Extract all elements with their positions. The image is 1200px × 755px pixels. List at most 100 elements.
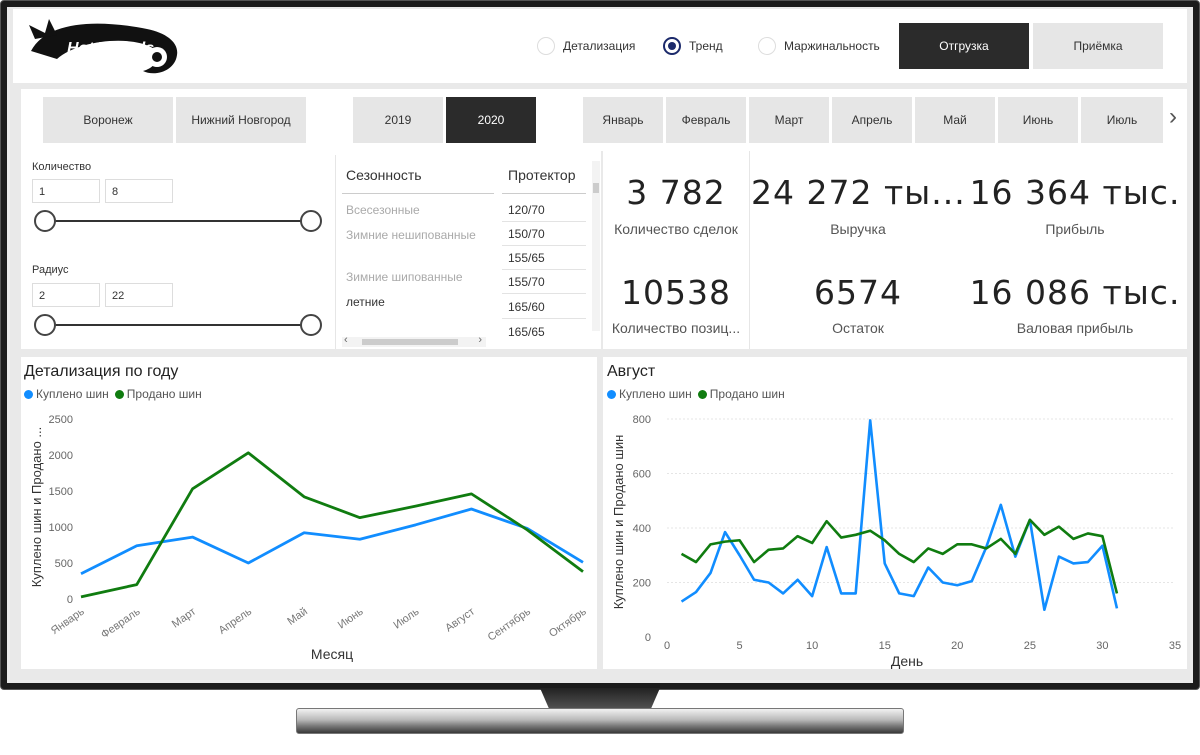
chart-yearly-svg: 0 500 1000 1500 2000 2500 Январь Февраль Март Апр…: [29, 414, 589, 662]
filter-bar: Воронеж Нижний Новгород 2019 2020 Январь…: [21, 89, 1187, 151]
x-axis-title: День: [891, 653, 923, 669]
quantity-max-input[interactable]: 8: [105, 179, 173, 203]
seasonality-item[interactable]: летние: [346, 295, 385, 309]
legend-bought[interactable]: Куплено шин: [24, 387, 109, 401]
x-tick-label: 15: [879, 640, 891, 652]
y-axis-title: Куплено шин и Продано шин: [611, 435, 626, 610]
x-tick-label: Январь: [49, 605, 87, 637]
scroll-left-icon[interactable]: ‹: [344, 334, 348, 346]
x-tick-label: Март: [170, 606, 198, 631]
month-may[interactable]: Май: [915, 97, 995, 143]
tread-header: Протектор: [508, 167, 576, 183]
view-option-trend[interactable]: Тренд: [663, 37, 723, 55]
city-voronezh[interactable]: Воронеж: [43, 97, 173, 143]
x-tick-label: 20: [951, 640, 963, 652]
tread-item[interactable]: 150/70: [508, 227, 545, 241]
tread-item[interactable]: 120/70: [508, 203, 545, 217]
scroll-right-icon[interactable]: ›: [478, 334, 482, 346]
y-tick-label: 400: [633, 523, 651, 535]
series-line-bought: [80, 507, 584, 576]
month-jun[interactable]: Июнь: [998, 97, 1078, 143]
quantity-slider-max-handle[interactable]: [300, 210, 322, 232]
tread-item[interactable]: 155/70: [508, 275, 545, 289]
kpi-revenue-value: 24 272 ты...: [751, 173, 966, 212]
monitor-stand-neck: [540, 688, 660, 710]
city-nizhny-novgorod[interactable]: Нижний Новгород: [176, 97, 306, 143]
chart-yearly-panel: Детализация по году Куплено шин Продано …: [21, 357, 597, 669]
series-line-bought: [680, 419, 1119, 612]
y-tick-label: 0: [645, 632, 651, 644]
header-bar: Hot Wheels Детализация Тренд Маржинально…: [13, 9, 1187, 83]
radius-slider-track[interactable]: [45, 324, 311, 326]
logo-text: Hot Wheels: [67, 40, 154, 57]
y-tick-label: 0: [67, 594, 73, 606]
y-tick-label: 600: [633, 469, 651, 481]
quantity-min-input[interactable]: 1: [32, 179, 100, 203]
view-option-detail[interactable]: Детализация: [537, 37, 635, 55]
legend-sold-label: Продано шин: [126, 387, 202, 401]
radio-trend[interactable]: [663, 37, 681, 55]
kpi-stock-label: Остаток: [832, 320, 884, 336]
shipment-button[interactable]: Отгрузка: [899, 23, 1029, 69]
y-tick-label: 1000: [49, 522, 73, 534]
x-tick-label: 5: [737, 640, 743, 652]
month-apr[interactable]: Апрель: [832, 97, 912, 143]
monitor-frame: Hot Wheels Детализация Тренд Маржинально…: [0, 0, 1200, 690]
chart-yearly-title: Детализация по году: [24, 363, 179, 380]
x-tick-label: Апрель: [217, 605, 255, 636]
y-tick-label: 2500: [49, 414, 73, 426]
y-tick-label: 2000: [49, 450, 73, 462]
x-tick-label: Октябрь: [547, 605, 589, 639]
x-tick-label: Май: [285, 606, 310, 628]
seasonality-item[interactable]: Зимние нешипованные: [346, 228, 476, 242]
table-horizontal-scrollbar[interactable]: ‹ ›: [342, 334, 486, 347]
x-tick-label: Июль: [392, 605, 422, 631]
chart-august-title: Август: [607, 363, 656, 380]
kpi-gross-profit-value: 16 086 тыс.: [969, 273, 1181, 312]
tread-item[interactable]: 165/65: [508, 325, 545, 339]
receipt-button[interactable]: Приёмка: [1033, 23, 1163, 69]
legend-bought-label: Куплено шин: [36, 387, 109, 401]
radio-margin[interactable]: [758, 37, 776, 55]
legend-sold-dot: [697, 389, 707, 399]
view-option-margin[interactable]: Маржинальность: [758, 37, 880, 55]
month-jan[interactable]: Январь: [583, 97, 663, 143]
tread-item[interactable]: 165/60: [508, 300, 545, 314]
radius-min-input[interactable]: 2: [32, 283, 100, 307]
legend-sold-label: Продано шин: [709, 387, 785, 401]
slicers-panel: Количество 1 8 Радиус 2 22 Сезонность Пр…: [21, 151, 601, 349]
x-tick-label: 0: [664, 640, 670, 652]
series-line-sold: [680, 518, 1119, 594]
month-mar[interactable]: Март: [749, 97, 829, 143]
month-feb[interactable]: Февраль: [666, 97, 746, 143]
legend-bought[interactable]: Куплено шин: [607, 387, 692, 401]
quantity-slider-track[interactable]: [45, 220, 311, 222]
hot-wheels-logo: Hot Wheels: [29, 19, 178, 74]
month-jul[interactable]: Июль: [1081, 97, 1163, 143]
radius-max-input[interactable]: 22: [105, 283, 173, 307]
radius-label: Радиус: [32, 264, 69, 276]
seasonality-item[interactable]: Зимние шипованные: [346, 270, 463, 284]
legend-sold[interactable]: Продано шин: [697, 387, 785, 401]
x-tick-label: Февраль: [99, 605, 143, 641]
x-tick-label: 10: [806, 640, 818, 652]
radio-detail[interactable]: [537, 37, 555, 55]
legend-bought-label: Куплено шин: [619, 387, 692, 401]
radius-slider-max-handle[interactable]: [300, 314, 322, 336]
quantity-slider-min-handle[interactable]: [34, 210, 56, 232]
chart-august-panel: Август Куплено шин Продано шин 0 200 400 60…: [603, 357, 1187, 669]
months-next-chevron-icon[interactable]: ›: [1169, 103, 1177, 130]
radius-slider-min-handle[interactable]: [34, 314, 56, 336]
tire-filter-table: Сезонность Протектор Всесезонные Зимние …: [335, 155, 605, 349]
kpi-panel: 3 782 Количество сделок 24 272 ты... Выр…: [603, 151, 1187, 349]
kpi-profit-value: 16 364 тыс.: [969, 173, 1181, 212]
tread-item[interactable]: 155/65: [508, 251, 545, 265]
chart-august-legend: Куплено шин Продано шин: [607, 387, 791, 401]
year-2020[interactable]: 2020: [446, 97, 536, 143]
kpi-stock-value: 6574: [814, 273, 902, 312]
legend-sold[interactable]: Продано шин: [114, 387, 202, 401]
year-2019[interactable]: 2019: [353, 97, 443, 143]
table-vertical-scrollbar[interactable]: [592, 161, 600, 331]
seasonality-item[interactable]: Всесезонные: [346, 203, 420, 217]
view-option-trend-label: Тренд: [689, 39, 723, 53]
